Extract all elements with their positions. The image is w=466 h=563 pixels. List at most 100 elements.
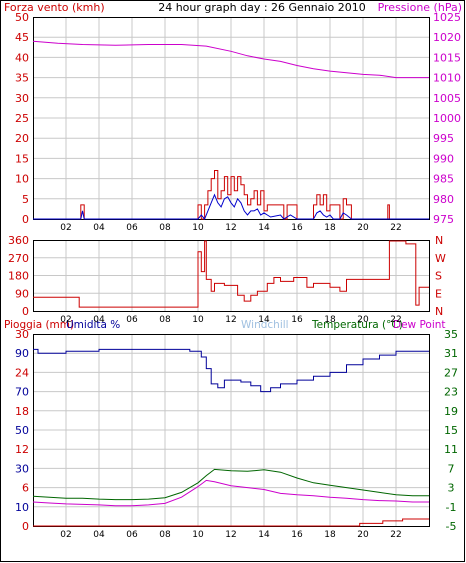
- x-tick-label: 22: [390, 315, 401, 325]
- x-tick-label: 18: [324, 315, 336, 325]
- x-tick-label: 22: [390, 530, 401, 540]
- series-line-wind: [33, 170, 429, 220]
- x-tick-label: 20: [357, 530, 369, 540]
- y-tick-label-rain: 6: [22, 482, 29, 495]
- y-tick-label-wind: 5: [22, 193, 29, 206]
- y-tick-label-wind: 20: [15, 132, 29, 145]
- compass-label: N: [435, 234, 443, 247]
- plot-frame: [33, 17, 430, 220]
- compass-label: N: [435, 305, 443, 318]
- x-tick-label: 02: [60, 223, 71, 233]
- wind-axis-title: Forza vento (kmh): [4, 1, 105, 14]
- y-tick-label-temperature: 31: [444, 347, 458, 360]
- y-tick-label-temperature: 3: [448, 482, 455, 495]
- y-tick-label-pressure: 980: [433, 193, 454, 206]
- y-tick-label-pressure: 1025: [433, 11, 461, 24]
- y-tick-label-humidity: 50: [15, 424, 29, 437]
- pressure-axis-title: Pressione (hPa): [378, 1, 462, 14]
- y-tick-label-temperature: 19: [444, 405, 458, 418]
- series-line-pressure: [32, 40, 429, 79]
- windchill-legend: Windchill: [241, 319, 289, 331]
- y-tick-label-wind: 50: [15, 11, 29, 24]
- x-tick-label: 02: [60, 315, 71, 325]
- x-tick-label: 14: [258, 315, 270, 325]
- compass-label: S: [435, 270, 442, 283]
- y-tick-label-humidity: 10: [15, 501, 29, 514]
- x-tick-label: 12: [225, 315, 236, 325]
- x-tick-label: 08: [159, 315, 171, 325]
- x-tick-label: 14: [258, 530, 270, 540]
- y-tick-label-wind: 30: [15, 92, 29, 105]
- y-tick-label-pressure: 990: [433, 152, 454, 165]
- y-tick-label-wind: 25: [15, 112, 29, 125]
- plot-frame: [33, 240, 430, 312]
- dewpoint-legend: Dew Point: [393, 319, 446, 331]
- x-tick-label: 02: [60, 530, 71, 540]
- compass-label: E: [435, 287, 442, 300]
- y-tick-label-direction: 270: [8, 252, 29, 265]
- y-tick-label-temperature: -1: [446, 501, 457, 514]
- y-tick-label-wind: 45: [15, 31, 29, 44]
- series-line-gust: [33, 193, 429, 220]
- x-tick-label: 20: [357, 315, 369, 325]
- x-tick-label: 04: [93, 315, 105, 325]
- compass-label: W: [435, 252, 446, 265]
- y-tick-label-temperature: 27: [444, 366, 458, 379]
- y-tick-label-pressure: 1015: [433, 51, 461, 64]
- humidity-axis-title: Umidita %: [66, 319, 120, 331]
- series-line-direction: [33, 240, 429, 308]
- y-tick-label-wind: 15: [15, 152, 29, 165]
- y-tick-label-direction: 0: [22, 305, 29, 318]
- y-tick-label-pressure: 985: [433, 173, 454, 186]
- x-tick-label: 16: [291, 223, 303, 233]
- wind-pressure-panel: 02 04 06 08 10 12 14 16 18 20 22051015202530354045…: [15, 11, 461, 233]
- y-tick-label-temperature: 11: [444, 443, 458, 456]
- y-tick-label-pressure: 1000: [433, 112, 461, 125]
- x-tick-label: 08: [159, 530, 171, 540]
- y-tick-label-direction: 360: [8, 234, 29, 247]
- y-tick-label-rain: 12: [15, 443, 29, 456]
- y-tick-label-temperature: 23: [444, 386, 458, 399]
- x-tick-label: 20: [357, 223, 369, 233]
- y-tick-label-direction: 90: [15, 287, 29, 300]
- y-tick-label-pressure: 1020: [433, 31, 461, 44]
- y-tick-label-wind: 35: [15, 72, 29, 85]
- x-tick-label: 18: [324, 530, 336, 540]
- y-tick-label-pressure: 1010: [433, 72, 461, 85]
- y-tick-label-rain: 0: [22, 520, 29, 533]
- x-tick-label: 04: [93, 223, 105, 233]
- y-tick-label-rain: 18: [15, 405, 29, 418]
- x-tick-label: 16: [291, 315, 303, 325]
- x-tick-label: 06: [126, 223, 138, 233]
- x-tick-label: 04: [93, 530, 105, 540]
- x-tick-label: 10: [192, 530, 204, 540]
- x-tick-label: 06: [126, 530, 138, 540]
- x-tick-label: 12: [225, 223, 236, 233]
- y-tick-label-humidity: 90: [15, 347, 29, 360]
- series-line-rain: [33, 518, 429, 527]
- x-tick-label: 16: [291, 530, 303, 540]
- y-tick-label-rain: 24: [15, 366, 29, 379]
- y-tick-label-humidity: 30: [15, 462, 29, 475]
- x-tick-label: 12: [225, 530, 236, 540]
- y-tick-label-direction: 180: [8, 270, 29, 283]
- x-tick-label: 10: [192, 223, 204, 233]
- y-tick-label-temperature: 7: [448, 462, 455, 475]
- y-tick-label-pressure: 995: [433, 132, 454, 145]
- temperature-axis-title: Temperatura (°C): [311, 319, 403, 331]
- y-tick-label-wind: 10: [15, 173, 29, 186]
- x-tick-label: 22: [390, 223, 401, 233]
- chart-title: 24 hour graph day : 26 Gennaio 2010: [158, 1, 366, 14]
- y-tick-label-humidity: 70: [15, 386, 29, 399]
- series-line-temperature: [32, 468, 429, 501]
- series-line-dewpoint: [32, 479, 429, 507]
- humidity-temperature-panel: 02 04 06 08 10 12 14 16 18 20 22 0 10 6 30 12 50 18 70 24 90…: [15, 328, 458, 540]
- x-tick-label: 10: [192, 315, 204, 325]
- y-tick-label-wind: 40: [15, 51, 29, 64]
- y-tick-label-wind: 0: [22, 213, 29, 226]
- y-tick-label-temperature: 35: [444, 328, 458, 341]
- y-tick-label-temperature: -5: [446, 520, 457, 533]
